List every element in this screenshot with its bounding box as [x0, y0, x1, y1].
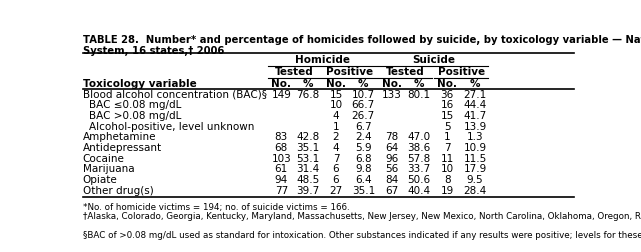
- Text: 103: 103: [271, 154, 291, 164]
- Text: No.: No.: [381, 79, 402, 89]
- Text: 15: 15: [440, 111, 454, 121]
- Text: 68: 68: [275, 143, 288, 153]
- Text: 5: 5: [444, 122, 451, 132]
- Text: 6: 6: [333, 175, 339, 185]
- Text: 6.7: 6.7: [355, 122, 372, 132]
- Text: 27.1: 27.1: [463, 90, 487, 100]
- Text: Suicide: Suicide: [412, 55, 455, 65]
- Text: 84: 84: [385, 175, 398, 185]
- Text: Tested: Tested: [386, 67, 424, 77]
- Text: 1: 1: [444, 132, 451, 142]
- Text: 10: 10: [329, 100, 342, 110]
- Text: 2.4: 2.4: [355, 132, 372, 142]
- Text: †Alaska, Colorado, Georgia, Kentucky, Maryland, Massachusetts, New Jersey, New M: †Alaska, Colorado, Georgia, Kentucky, Ma…: [83, 212, 641, 221]
- Text: 6.8: 6.8: [355, 154, 372, 164]
- Text: Positive: Positive: [326, 67, 373, 77]
- Text: No.: No.: [271, 79, 291, 89]
- Text: 48.5: 48.5: [297, 175, 320, 185]
- Text: 42.8: 42.8: [297, 132, 320, 142]
- Text: Tested: Tested: [276, 67, 314, 77]
- Text: 15: 15: [329, 90, 342, 100]
- Text: %: %: [470, 79, 480, 89]
- Text: %: %: [303, 79, 313, 89]
- Text: 83: 83: [275, 132, 288, 142]
- Text: 41.7: 41.7: [463, 111, 487, 121]
- Text: 53.1: 53.1: [297, 154, 320, 164]
- Text: 7: 7: [444, 143, 451, 153]
- Text: Opiate: Opiate: [83, 175, 117, 185]
- Text: %: %: [413, 79, 424, 89]
- Text: §BAC of >0.08 mg/dL used as standard for intoxication. Other substances indicate: §BAC of >0.08 mg/dL used as standard for…: [83, 231, 641, 240]
- Text: 2: 2: [333, 132, 339, 142]
- Text: 1.3: 1.3: [467, 132, 483, 142]
- Text: Amphetamine: Amphetamine: [83, 132, 156, 142]
- Text: 10.9: 10.9: [463, 143, 487, 153]
- Text: 50.6: 50.6: [408, 175, 431, 185]
- Text: 33.7: 33.7: [407, 164, 431, 174]
- Text: 38.6: 38.6: [407, 143, 431, 153]
- Text: 80.1: 80.1: [408, 90, 431, 100]
- Text: %: %: [358, 79, 369, 89]
- Text: TABLE 28.  Number* and percentage of homicides followed by suicide, by toxicolog: TABLE 28. Number* and percentage of homi…: [83, 35, 641, 56]
- Text: 11.5: 11.5: [463, 154, 487, 164]
- Text: BAC >0.08 mg/dL: BAC >0.08 mg/dL: [89, 111, 181, 121]
- Text: Marijuana: Marijuana: [83, 164, 134, 174]
- Text: 149: 149: [271, 90, 291, 100]
- Text: 44.4: 44.4: [463, 100, 487, 110]
- Text: 17.9: 17.9: [463, 164, 487, 174]
- Text: 27: 27: [329, 186, 342, 196]
- Text: 96: 96: [385, 154, 398, 164]
- Text: 36: 36: [440, 90, 454, 100]
- Text: 133: 133: [381, 90, 401, 100]
- Text: Homicide: Homicide: [295, 55, 350, 65]
- Text: 6: 6: [333, 164, 339, 174]
- Text: 40.4: 40.4: [408, 186, 431, 196]
- Text: 57.8: 57.8: [407, 154, 431, 164]
- Text: No.: No.: [437, 79, 457, 89]
- Text: 1: 1: [333, 122, 339, 132]
- Text: 26.7: 26.7: [352, 111, 375, 121]
- Text: 77: 77: [275, 186, 288, 196]
- Text: No.: No.: [326, 79, 346, 89]
- Text: 13.9: 13.9: [463, 122, 487, 132]
- Text: *No. of homicide victims = 194; no. of suicide victims = 166.: *No. of homicide victims = 194; no. of s…: [83, 203, 349, 212]
- Text: Cocaine: Cocaine: [83, 154, 124, 164]
- Text: 56: 56: [385, 164, 398, 174]
- Text: 5.9: 5.9: [355, 143, 372, 153]
- Text: 6.4: 6.4: [355, 175, 372, 185]
- Text: 9.5: 9.5: [467, 175, 483, 185]
- Text: 31.4: 31.4: [297, 164, 320, 174]
- Text: 16: 16: [440, 100, 454, 110]
- Text: 61: 61: [275, 164, 288, 174]
- Text: 39.7: 39.7: [297, 186, 320, 196]
- Text: 10.7: 10.7: [352, 90, 375, 100]
- Text: 67: 67: [385, 186, 398, 196]
- Text: 9.8: 9.8: [355, 164, 372, 174]
- Text: 4: 4: [333, 143, 339, 153]
- Text: 10: 10: [440, 164, 454, 174]
- Text: 4: 4: [333, 111, 339, 121]
- Text: 35.1: 35.1: [352, 186, 375, 196]
- Text: 94: 94: [275, 175, 288, 185]
- Text: 28.4: 28.4: [463, 186, 487, 196]
- Text: 19: 19: [440, 186, 454, 196]
- Text: Other drug(s): Other drug(s): [83, 186, 153, 196]
- Text: 11: 11: [440, 154, 454, 164]
- Text: BAC ≤0.08 mg/dL: BAC ≤0.08 mg/dL: [89, 100, 181, 110]
- Text: Positive: Positive: [438, 67, 485, 77]
- Text: 8: 8: [444, 175, 451, 185]
- Text: Alcohol-positive, level unknown: Alcohol-positive, level unknown: [89, 122, 254, 132]
- Text: 64: 64: [385, 143, 398, 153]
- Text: 47.0: 47.0: [408, 132, 431, 142]
- Text: Blood alcohol concentration (BAC)§: Blood alcohol concentration (BAC)§: [83, 90, 267, 100]
- Text: Antidepressant: Antidepressant: [83, 143, 162, 153]
- Text: 76.8: 76.8: [297, 90, 320, 100]
- Text: Toxicology variable: Toxicology variable: [83, 79, 196, 89]
- Text: 7: 7: [333, 154, 339, 164]
- Text: 66.7: 66.7: [352, 100, 375, 110]
- Text: 78: 78: [385, 132, 398, 142]
- Text: 35.1: 35.1: [297, 143, 320, 153]
